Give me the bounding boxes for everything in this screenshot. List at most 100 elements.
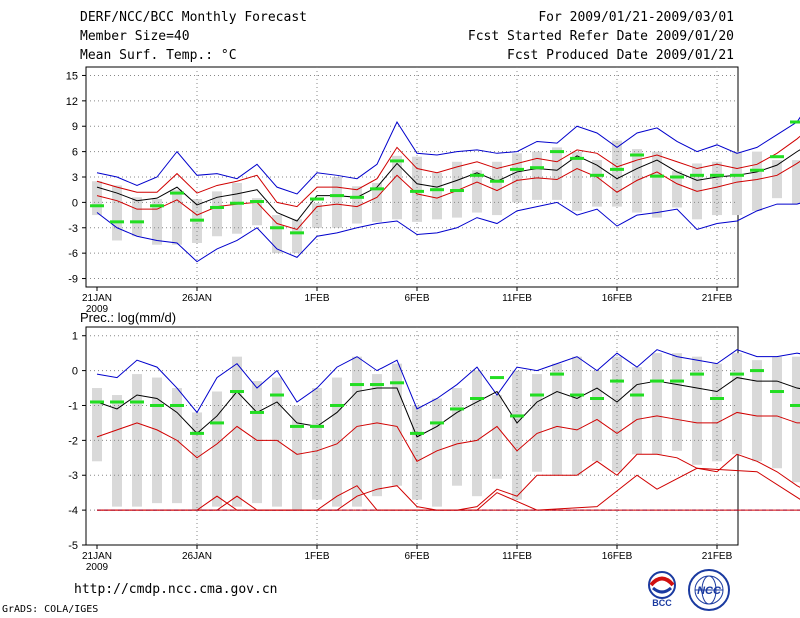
temp-xtick-label: 21FEB xyxy=(702,293,733,304)
prec-marker xyxy=(570,393,584,397)
temp-box xyxy=(512,153,522,203)
prec-marker xyxy=(90,400,104,404)
prec-box xyxy=(172,388,182,504)
prec-marker xyxy=(270,393,284,397)
temp-marker xyxy=(650,174,664,178)
source-url[interactable]: http://cmdp.ncc.cma.gov.cn xyxy=(74,582,278,597)
prec-marker xyxy=(210,421,224,425)
prec-box xyxy=(732,353,742,455)
prec-xtick-sublabel: 2009 xyxy=(86,562,109,573)
prec-marker xyxy=(510,414,524,418)
temp-ytick-label: 6 xyxy=(72,147,78,159)
bcc-logo: BCC xyxy=(648,571,676,608)
temp-box xyxy=(412,156,422,222)
temp-marker xyxy=(450,189,464,193)
prec-box xyxy=(192,412,202,511)
prec-box xyxy=(492,395,502,479)
prec-box xyxy=(752,360,762,462)
temp-ytick-label: 3 xyxy=(72,172,78,184)
prec-box xyxy=(392,363,402,486)
prec-box xyxy=(472,370,482,497)
prec-marker xyxy=(410,431,424,435)
prec-box xyxy=(372,374,382,497)
temp-ytick-label: -6 xyxy=(68,248,78,260)
temp-marker xyxy=(610,167,624,171)
temp-marker xyxy=(790,120,800,124)
temp-marker xyxy=(90,204,104,208)
prec-box xyxy=(772,356,782,469)
prec-marker xyxy=(790,403,800,407)
prec-box xyxy=(692,356,702,465)
temp-line-max xyxy=(96,116,800,195)
temp-marker xyxy=(570,156,584,160)
temp-box xyxy=(732,151,742,216)
prec-marker xyxy=(250,410,264,414)
prec-box xyxy=(132,374,142,507)
prec-xtick-label: 26JAN xyxy=(182,551,212,562)
prec-ytick-label: -2 xyxy=(68,435,78,447)
temp-marker xyxy=(170,191,184,195)
prec-box xyxy=(92,388,102,462)
temp-box xyxy=(532,151,542,200)
temp-marker xyxy=(150,204,164,208)
member-size: Member Size=40 xyxy=(80,29,190,44)
prec-title: Prec.: log(mm/d) xyxy=(80,310,176,325)
temp-ytick-label: 12 xyxy=(66,96,78,108)
temp-ytick-label: -3 xyxy=(68,223,78,235)
temp-box xyxy=(112,185,122,241)
temp-marker xyxy=(270,226,284,230)
prec-marker xyxy=(390,381,404,385)
temp-ytick-label: -9 xyxy=(68,274,78,286)
prec-box xyxy=(672,353,682,451)
temp-box xyxy=(272,215,282,254)
temp-marker xyxy=(130,220,144,224)
prec-box xyxy=(332,377,342,507)
temp-marker xyxy=(210,205,224,209)
temp-marker xyxy=(290,231,304,235)
prec-marker xyxy=(750,369,764,373)
prec-marker xyxy=(190,431,204,435)
prec-xtick-label: 1FEB xyxy=(304,551,329,562)
temp-box xyxy=(92,181,102,216)
prec-box xyxy=(412,405,422,500)
temp-marker xyxy=(590,173,604,177)
temp-marker xyxy=(550,150,564,154)
prec-line-mean xyxy=(96,377,800,438)
prec-marker xyxy=(110,400,124,404)
temp-box xyxy=(652,151,662,218)
prec-marker xyxy=(590,397,604,401)
temp-box xyxy=(792,160,800,205)
temp-box xyxy=(612,140,622,207)
temp-marker xyxy=(630,153,644,157)
prec-box xyxy=(272,377,282,507)
prec-marker xyxy=(450,407,464,411)
temp-ytick-label: 9 xyxy=(72,121,78,133)
temp-marker xyxy=(490,179,504,183)
prec-marker xyxy=(370,383,384,387)
temp-marker xyxy=(670,175,684,179)
prec-ytick-label: -4 xyxy=(68,505,78,517)
temp-marker xyxy=(710,173,724,177)
temp-box xyxy=(752,151,762,211)
ncc-logo-text: NCC xyxy=(697,585,722,597)
temp-marker xyxy=(750,168,764,172)
temp-xtick-label: 6FEB xyxy=(404,293,429,304)
temp-xtick-label: 21JAN xyxy=(82,293,112,304)
temp-line-min xyxy=(96,201,800,263)
temp-ytick-label: 15 xyxy=(66,70,78,82)
temp-marker xyxy=(370,187,384,191)
prec-box xyxy=(592,370,602,462)
temp-box xyxy=(292,219,302,254)
prec-line-lower_red xyxy=(97,453,800,511)
temp-box xyxy=(432,172,442,220)
prec-ytick-label: -3 xyxy=(68,470,78,482)
temp-box xyxy=(212,191,222,237)
prec-box xyxy=(632,367,642,455)
prec-marker xyxy=(310,424,324,428)
temp-box xyxy=(472,170,482,213)
prec-box xyxy=(452,388,462,486)
temp-marker xyxy=(330,194,344,198)
temp-marker xyxy=(510,167,524,171)
